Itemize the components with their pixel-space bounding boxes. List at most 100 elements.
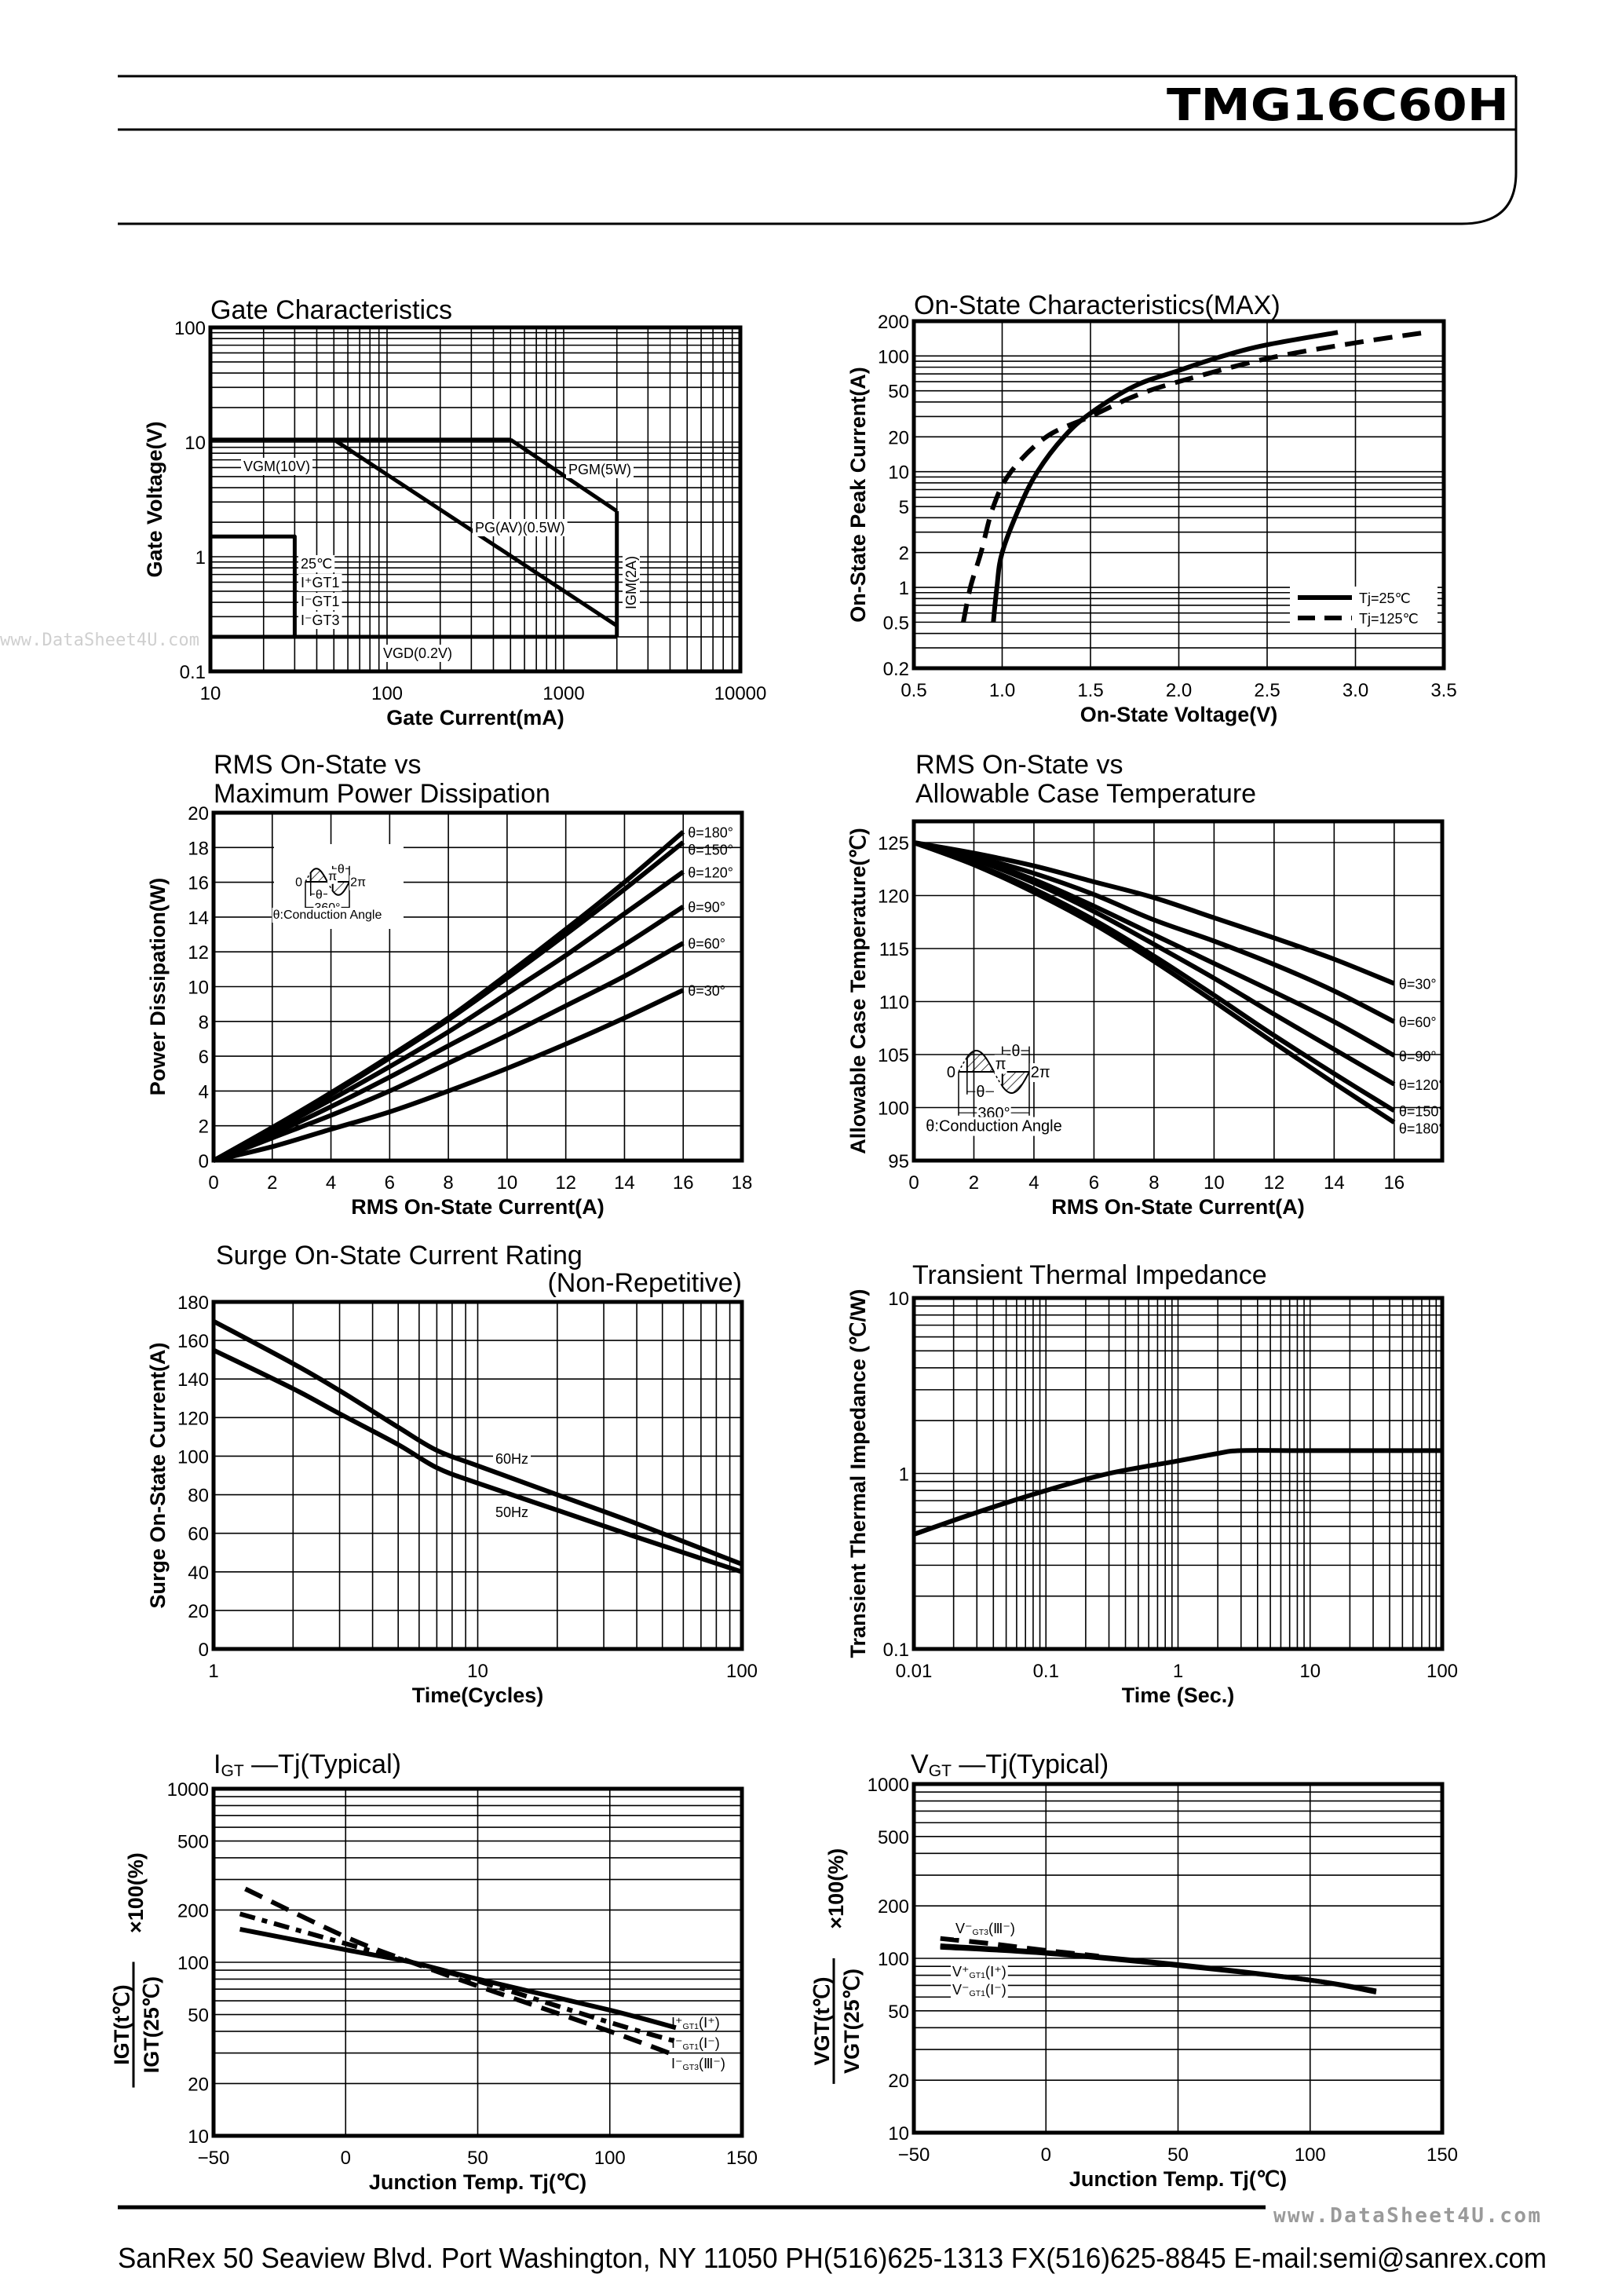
- label-background: [623, 553, 640, 612]
- x-tick-label: 12: [555, 1172, 576, 1194]
- y-tick-label: 100: [177, 1446, 209, 1468]
- x-tick-label: 0: [1041, 2144, 1051, 2166]
- y-tick-label: 50: [888, 2002, 909, 2023]
- y-tick-label: 125: [878, 833, 909, 854]
- label-background: [298, 574, 342, 591]
- x-tick-label: 50: [1167, 2144, 1189, 2166]
- label-background: [314, 887, 323, 903]
- x-tick-label: 12: [1264, 1172, 1285, 1194]
- series-label: θ=120°: [688, 865, 733, 880]
- inset-label-theta: θ: [316, 888, 323, 901]
- y-tick-label: 200: [177, 1900, 209, 1921]
- plot-frame: [911, 819, 1445, 1163]
- series-line-1: [212, 1347, 743, 1574]
- x-tick-label: 10: [1299, 1661, 1321, 1682]
- label-background: [349, 875, 367, 890]
- series-label: θ=120°: [1399, 1077, 1445, 1093]
- y-tick-label: 1000: [868, 1775, 909, 1796]
- series-line-2: [940, 1944, 1377, 1994]
- y-tick-label: 10: [184, 433, 206, 454]
- chart-subtitle: (Non-Repetitive): [547, 1268, 742, 1298]
- label-background: [327, 868, 338, 884]
- x-tick-label: 150: [726, 2148, 758, 2169]
- label-background: [381, 645, 455, 662]
- series-line-5: [912, 840, 1396, 1124]
- y-tick-label: 100: [878, 1099, 909, 1120]
- chart-title: Transient Thermal Impedance: [912, 1260, 1267, 1290]
- y-tick-label: 20: [888, 427, 909, 448]
- x-tick-label: 1.5: [1077, 680, 1103, 701]
- y-axis-label: Power Dissipation(W): [146, 878, 170, 1096]
- inset-label-two-pi: 2π: [350, 876, 366, 890]
- y-tick-label: 100: [177, 1953, 209, 1974]
- x-tick-label: 10: [467, 1661, 488, 1682]
- y-tick-label: 50: [188, 2005, 209, 2027]
- y-tick-label: 1: [195, 547, 206, 569]
- series-line-5: [213, 988, 685, 1163]
- chart-4: 1 10 100 0 20 40 60 80 100 120 140 160 180 Surge On-S…: [146, 1241, 758, 1707]
- x-tick-label: 6: [385, 1172, 395, 1194]
- y-tick-label: 0.1: [180, 662, 206, 683]
- y-axis-label-numerator: VGT(t℃): [810, 1977, 834, 2066]
- annotation-label: PG(AV)(0.5W): [475, 520, 565, 536]
- y-tick-label: 18: [188, 838, 209, 859]
- x-tick-label: 50: [467, 2148, 488, 2169]
- y-axis-label-factor: ×100(%): [124, 1852, 148, 1933]
- y-tick-label: 80: [188, 1486, 209, 1507]
- series-label: θ=180°: [1399, 1121, 1445, 1137]
- y-axis-label-numerator: IGT(t℃): [110, 1984, 133, 2064]
- y-tick-label: 20: [188, 803, 209, 824]
- legend: Tj=25℃ Tj=125℃: [1290, 587, 1438, 628]
- y-tick-label: 2: [199, 1117, 209, 1138]
- x-tick-label: 1.0: [989, 680, 1015, 701]
- series-label: 60Hz: [495, 1451, 528, 1467]
- y-tick-label: 1000: [167, 1779, 209, 1801]
- y-tick-label: 4: [199, 1081, 209, 1102]
- y-axis-label-factor: ×100(%): [824, 1848, 848, 1929]
- x-axis-label: RMS On-State Current(A): [351, 1195, 605, 1219]
- x-tick-label: 0: [908, 1172, 919, 1194]
- x-tick-label: 2: [969, 1172, 979, 1194]
- y-tick-label: 0.2: [883, 659, 909, 680]
- x-tick-label: 0: [208, 1172, 218, 1194]
- inset-label-theta: θ: [338, 863, 345, 876]
- x-tick-label: 8: [443, 1172, 453, 1194]
- y-axis-label: Allowable Case Temperature(℃): [846, 828, 870, 1153]
- plot-frame: [211, 1300, 744, 1651]
- chart-title: On-State Characteristics(MAX): [914, 291, 1280, 320]
- annotation-label: IGM(2A): [623, 556, 639, 609]
- y-tick-label: 10: [888, 1289, 909, 1310]
- chart-title: VGT —Tj(Typical): [911, 1749, 1109, 1780]
- x-axis-label: RMS On-State Current(A): [1051, 1195, 1305, 1219]
- footer-address: SanRex 50 Seaview Blvd. Port Washington,…: [118, 2242, 1547, 2274]
- x-tick-label: 8: [1149, 1172, 1159, 1194]
- x-tick-label: 10: [200, 683, 221, 704]
- x-axis-label: Junction Temp. Tj(℃): [1069, 2167, 1287, 2191]
- y-tick-label: 0.1: [883, 1640, 909, 1661]
- series-label: θ=90°: [688, 900, 725, 916]
- plot-frame: [911, 1782, 1445, 2135]
- label-background: [272, 908, 383, 923]
- y-tick-label: 140: [177, 1369, 209, 1391]
- x-tick-label: 4: [1028, 1172, 1039, 1194]
- label-background: [493, 1450, 532, 1468]
- chart-title-line2: Maximum Power Dissipation: [214, 779, 550, 809]
- x-tick-label: 10: [497, 1172, 518, 1194]
- series-label: V⁺GT1(Ⅰ⁺): [952, 1964, 1006, 1980]
- inset-label-pi: π: [995, 1055, 1006, 1073]
- legend-label: Tj=125℃: [1359, 611, 1419, 627]
- label-background: [336, 861, 345, 877]
- y-tick-label: 500: [878, 1827, 909, 1848]
- x-tick-label: 100: [594, 2148, 626, 2169]
- y-tick-label: 0: [199, 1151, 209, 1172]
- x-tick-label: 6: [1089, 1172, 1099, 1194]
- series-label: θ=30°: [688, 983, 725, 999]
- series-line-1: [212, 840, 685, 1163]
- y-tick-label: 1: [899, 1464, 909, 1486]
